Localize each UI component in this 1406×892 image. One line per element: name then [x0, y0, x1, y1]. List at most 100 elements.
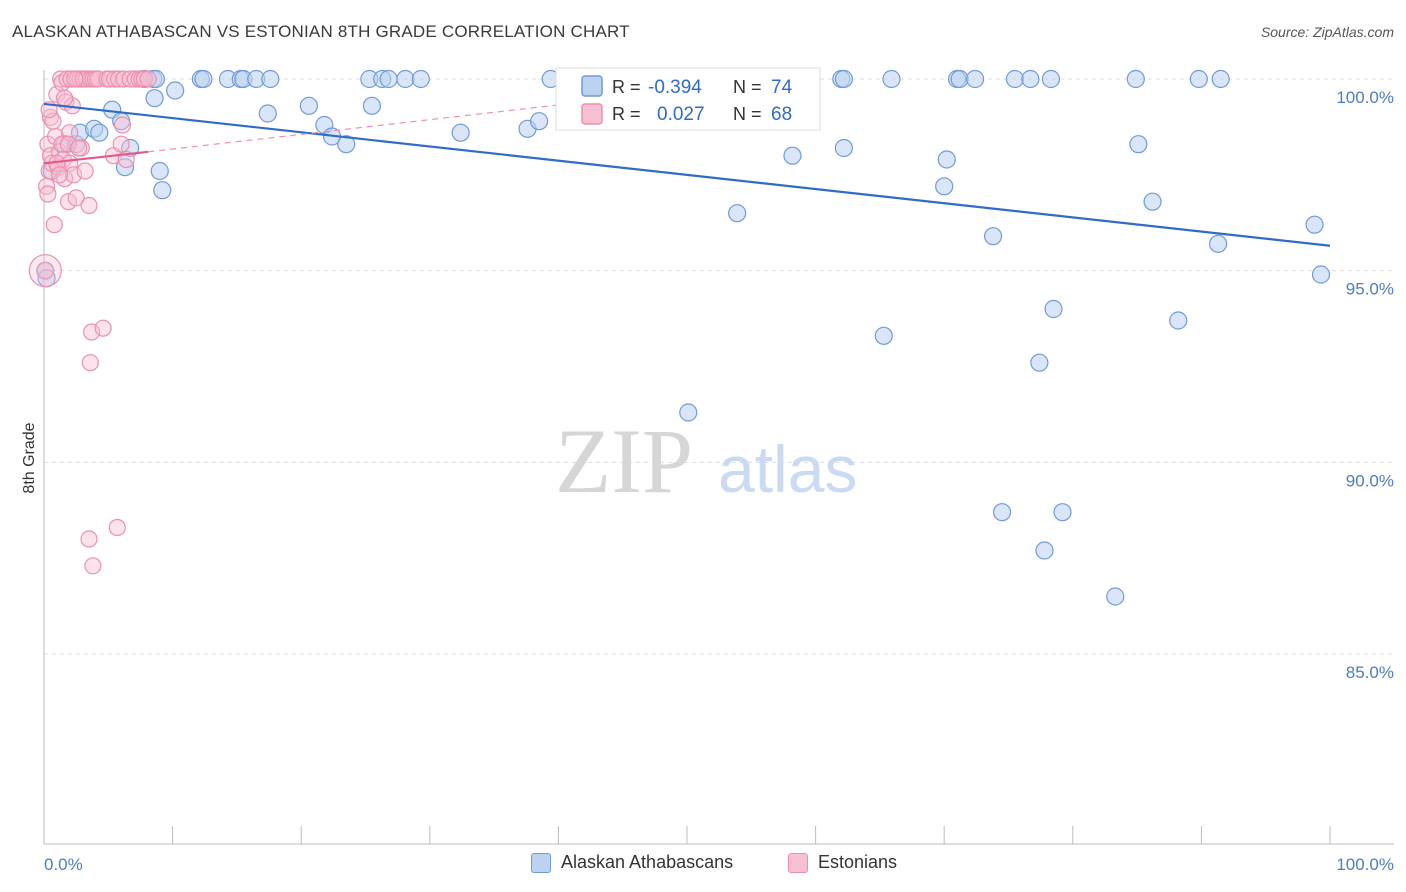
y-tick-labels: 100.0% 95.0% 90.0% 85.0%	[1336, 88, 1394, 682]
series-legend-item-blue: Alaskan Athabascans	[531, 852, 733, 873]
trend-lines	[43, 101, 1331, 247]
athabascan-point-50	[935, 177, 954, 196]
legend-n-value-blue: 74	[771, 77, 793, 98]
series-legend-item-pink: Estonians	[788, 852, 897, 873]
estonian-point-59	[59, 135, 78, 153]
estonian-point-cluster	[28, 254, 62, 288]
athabascan-point-58	[1041, 69, 1061, 89]
x-tick-label-max: 100.0%	[1336, 855, 1394, 874]
estonian-point-7	[45, 216, 63, 234]
series-legend-label-pink: Estonians	[818, 852, 898, 872]
athabascan-point-64	[1211, 69, 1230, 89]
athabascan-point-44	[783, 146, 802, 165]
trend-line-estonian	[43, 150, 149, 165]
athabascan-point-15	[145, 89, 164, 108]
athabascan-point-59	[1126, 69, 1145, 89]
y-tick-label-2: 90.0%	[1346, 471, 1394, 490]
athabascan-point-39	[530, 112, 549, 131]
athabascan-point-66	[1311, 265, 1331, 284]
athabascan-point-72	[1106, 587, 1125, 606]
estonian-point-67	[70, 139, 88, 157]
athabascan-point-35	[396, 69, 415, 89]
athabascan-point-49	[882, 69, 901, 89]
watermark-zip: ZIP	[555, 410, 693, 512]
estonian-point-0	[36, 262, 54, 280]
x-tick-label-min: 0.0%	[44, 855, 83, 874]
athabascan-point-73	[1169, 311, 1188, 330]
y-axis-label: 8th Grade	[21, 422, 38, 493]
series-alaskan-athabascans	[36, 69, 1331, 606]
series-legend-label-blue: Alaskan Athabascans	[561, 852, 734, 872]
athabascan-point-25	[261, 69, 280, 89]
athabascan-point-42	[728, 204, 747, 223]
athabascan-point-54	[965, 69, 985, 89]
athabascan-point-61	[1143, 192, 1162, 211]
estonian-point-25	[67, 189, 85, 207]
legend-n-label-pink: N =	[733, 104, 762, 124]
athabascan-point-62	[1189, 69, 1208, 89]
legend-r-value-blue: -0.394	[648, 77, 702, 98]
athabascan-point-48	[874, 326, 893, 345]
legend-n-value-pink: 68	[771, 104, 792, 125]
y-tick-label-1: 95.0%	[1346, 280, 1394, 299]
estonian-point-66	[50, 166, 69, 184]
estonian-point-57	[84, 557, 102, 575]
athabascan-point-70	[1053, 503, 1072, 522]
athabascan-point-47	[834, 138, 853, 158]
legend-r-label-blue: R =	[612, 77, 641, 97]
estonian-point-63	[66, 70, 84, 88]
legend-n-label-blue: N =	[733, 77, 762, 97]
legend-r-label-pink: R =	[612, 104, 641, 124]
estonian-point-56	[80, 530, 98, 548]
legend-swatch-pink	[581, 103, 603, 125]
estonian-point-31	[76, 162, 94, 180]
gridlines	[44, 78, 1394, 655]
estonian-point-39	[94, 319, 112, 337]
athabascan-point-27	[299, 96, 319, 115]
x-ticks	[43, 826, 1331, 844]
athabascan-point-55	[983, 227, 1003, 246]
athabascan-point-65	[1305, 215, 1324, 234]
athabascan-point-20	[194, 69, 213, 89]
athabascan-point-26	[258, 104, 277, 123]
athabascan-point-34	[379, 69, 398, 89]
athabascan-point-71	[1035, 541, 1054, 560]
y-tick-label-0: 100.0%	[1336, 88, 1394, 107]
estonian-point-50	[126, 70, 144, 88]
athabascan-point-57	[1030, 353, 1049, 372]
athabascan-point-18	[166, 81, 185, 100]
legend-swatch-blue	[581, 75, 603, 97]
athabascan-point-69	[992, 503, 1012, 522]
athabascan-point-74	[1044, 299, 1063, 319]
series-estonians	[28, 70, 157, 575]
axes	[43, 70, 1394, 845]
athabascan-point-53	[950, 69, 969, 89]
athabascan-point-56	[1005, 69, 1025, 89]
trend-line-athabascan	[43, 102, 1331, 247]
estonian-point-53	[135, 70, 153, 88]
estonian-point-41	[100, 70, 119, 88]
estonian-point-58	[108, 518, 126, 537]
correlation-legend: R = -0.394 N = 74 R = 0.027 N = 68	[555, 67, 821, 131]
estonian-point-65	[39, 185, 57, 203]
athabascan-point-16	[150, 161, 169, 181]
estonian-point-55	[81, 354, 99, 372]
athabascan-point-60	[1129, 135, 1148, 154]
athabascan-point-68	[1021, 69, 1040, 89]
watermark: ZIP atlas	[555, 410, 857, 512]
series-legend: Alaskan Athabascans Estonians	[0, 852, 1406, 878]
series-legend-swatch-blue	[531, 852, 551, 873]
source-label: Source: ZipAtlas.com	[1260, 24, 1394, 40]
trend-line-estonian-extension	[148, 101, 585, 153]
y-tick-label-3: 85.0%	[1346, 663, 1394, 682]
estonian-point-62	[55, 89, 74, 107]
estonian-point-19	[59, 193, 78, 211]
athabascan-point-67	[679, 403, 698, 422]
estonian-point-33	[80, 196, 98, 215]
legend-r-value-pink: 0.027	[657, 104, 705, 125]
athabascan-point-37	[451, 123, 470, 142]
estonian-point-54	[139, 70, 157, 88]
estonian-point-46	[113, 116, 132, 134]
series-legend-swatch-pink	[788, 852, 808, 873]
